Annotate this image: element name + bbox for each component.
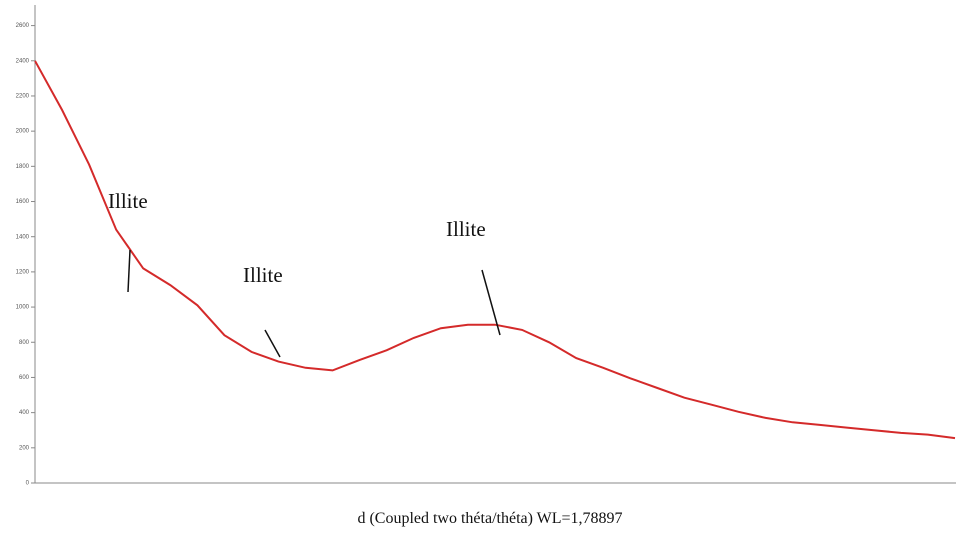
y-tick-label: 2000	[16, 129, 30, 135]
y-tick-label: 800	[19, 340, 30, 346]
annotation: Illite	[108, 189, 148, 213]
x-axis-label: d (Coupled two théta/théta) WL=1,78897	[357, 510, 622, 527]
y-tick-label: 600	[19, 375, 30, 381]
y-tick-label: 1600	[16, 199, 30, 205]
annotation: Illite	[446, 217, 486, 241]
plot	[34, 60, 956, 440]
y-tick-label: 1000	[16, 305, 30, 311]
data-line	[34, 60, 956, 440]
y-tick-label: 1400	[16, 234, 30, 240]
annotation-pointer	[481, 269, 501, 336]
y-tick-label: 0	[26, 481, 30, 487]
y-tick-label: 2600	[16, 23, 30, 29]
annotation-pointer	[127, 249, 131, 293]
annotation-pointer	[264, 329, 281, 358]
y-tick-label: 200	[19, 445, 30, 451]
annotation: Illite	[243, 263, 283, 287]
y-tick-label: 1800	[16, 164, 30, 170]
y-tick-label: 2200	[16, 94, 30, 100]
y-tick-label: 400	[19, 410, 30, 416]
y-tick-label: 2400	[16, 58, 30, 64]
y-tick-label: 1200	[16, 269, 30, 275]
